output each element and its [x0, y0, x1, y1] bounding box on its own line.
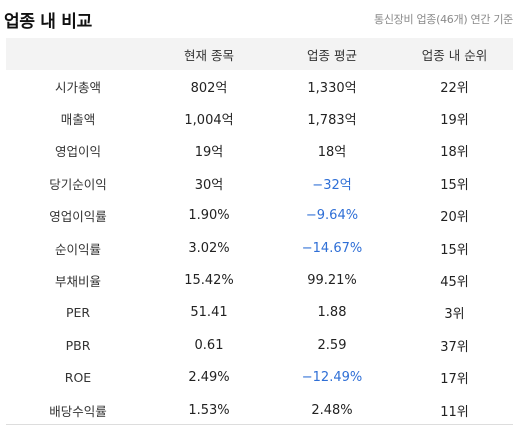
row-industry-rank: 18위	[440, 145, 469, 161]
header-metric	[6, 38, 150, 70]
panel-header: 업종 내 비교 통신장비 업종(46개) 연간 기준	[0, 0, 521, 38]
table-row: 영업이익 19억 18억 18위	[6, 135, 513, 167]
header-average: 업종 평균	[307, 47, 357, 63]
row-industry-rank: 11위	[440, 404, 469, 420]
table-row: 순이익률 3.02% −14.67% 15위	[6, 232, 513, 264]
table-bottom-divider	[6, 424, 513, 425]
row-industry-average: 1,783억	[307, 113, 357, 129]
table-row: PBR 0.61 2.59 37위	[6, 329, 513, 361]
table-row: PER 51.41 1.88 3위	[6, 297, 513, 329]
panel-subtitle: 통신장비 업종(46개) 연간 기준	[374, 13, 513, 26]
row-metric: 영업이익률	[49, 209, 107, 225]
row-metric: PER	[65, 305, 91, 321]
table-row: ROE 2.49% −12.49% 17위	[6, 362, 513, 394]
row-industry-rank: 45위	[440, 275, 469, 291]
row-metric: 시가총액	[54, 79, 101, 95]
row-industry-average: −12.49%	[301, 370, 363, 386]
panel-title: 업종 내 비교	[4, 12, 92, 32]
row-metric: 순이익률	[54, 241, 101, 257]
row-current-value: 2.49%	[188, 370, 230, 386]
row-metric: 당기순이익	[49, 176, 107, 192]
row-industry-average: 2.59	[317, 337, 347, 353]
table-row: 시가총액 802억 1,330억 22위	[6, 70, 513, 102]
header-current: 현재 종목	[184, 47, 234, 63]
row-metric: 배당수익률	[49, 403, 107, 419]
table-row: 영업이익률 1.90% −9.64% 20위	[6, 200, 513, 232]
row-industry-rank: 15위	[440, 242, 469, 258]
row-industry-rank: 22위	[440, 80, 469, 96]
row-metric: 매출액	[60, 112, 96, 128]
row-industry-rank: 3위	[444, 307, 465, 323]
row-industry-average: 1.88	[317, 305, 347, 321]
row-metric: 영업이익	[54, 144, 101, 160]
row-current-value: 19억	[194, 145, 224, 161]
row-current-value: 1.90%	[188, 208, 230, 224]
row-industry-rank: 37위	[440, 339, 469, 355]
table-header-row: 현재 종목 업종 평균 업종 내 순위	[6, 38, 513, 70]
row-industry-rank: 15위	[440, 177, 469, 193]
row-metric: ROE	[64, 370, 92, 386]
table-row: 매출액 1,004억 1,783억 19위	[6, 102, 513, 134]
row-industry-rank: 17위	[440, 372, 469, 388]
row-industry-average: 18억	[317, 145, 347, 161]
row-current-value: 1.53%	[188, 402, 230, 418]
table-row: 부채비율 15.42% 99.21% 45위	[6, 264, 513, 296]
row-current-value: 51.41	[190, 305, 228, 321]
row-industry-average: 1,330억	[307, 80, 357, 96]
table-row: 당기순이익 30억 −32억 15위	[6, 167, 513, 199]
row-industry-average: −14.67%	[301, 240, 363, 256]
row-current-value: 1,004억	[184, 113, 234, 129]
header-rank: 업종 내 순위	[421, 47, 488, 63]
table-row: 배당수익률 1.53% 2.48% 11위	[6, 394, 513, 426]
row-industry-average: 99.21%	[307, 273, 357, 289]
row-industry-average: −9.64%	[305, 208, 359, 224]
row-metric: 부채비율	[54, 274, 101, 290]
row-current-value: 15.42%	[184, 273, 234, 289]
row-industry-rank: 20위	[440, 210, 469, 226]
row-industry-rank: 19위	[440, 113, 469, 129]
row-current-value: 3.02%	[188, 240, 230, 256]
row-industry-average: 2.48%	[311, 402, 353, 418]
row-current-value: 802억	[190, 80, 228, 96]
row-current-value: 0.61	[194, 337, 224, 353]
row-industry-average: −32억	[312, 177, 352, 193]
row-current-value: 30억	[194, 177, 224, 193]
row-metric: PBR	[65, 337, 91, 353]
